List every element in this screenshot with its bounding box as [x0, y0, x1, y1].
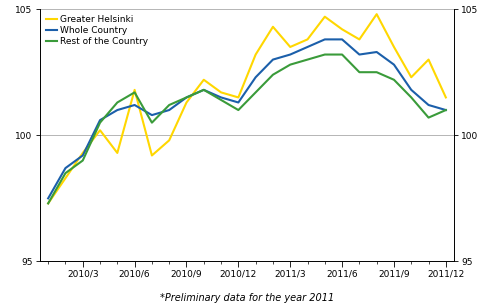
Whole Country	[425, 103, 432, 107]
Legend: Greater Helsinki, Whole Country, Rest of the Country: Greater Helsinki, Whole Country, Rest of…	[43, 13, 151, 49]
Greater Helsinki	[183, 101, 189, 104]
Greater Helsinki	[218, 91, 224, 94]
Whole Country	[45, 197, 51, 200]
Rest of the Country	[304, 58, 310, 61]
Line: Whole Country: Whole Country	[48, 40, 446, 199]
Whole Country	[235, 101, 241, 104]
Greater Helsinki	[166, 139, 172, 142]
Rest of the Country	[391, 78, 397, 81]
Whole Country	[304, 45, 310, 49]
Text: *Preliminary data for the year 2011: *Preliminary data for the year 2011	[160, 293, 334, 303]
Greater Helsinki	[339, 27, 345, 31]
Greater Helsinki	[356, 38, 362, 41]
Rest of the Country	[339, 53, 345, 56]
Greater Helsinki	[45, 202, 51, 205]
Rest of the Country	[235, 108, 241, 112]
Rest of the Country	[373, 71, 379, 74]
Greater Helsinki	[114, 151, 121, 155]
Whole Country	[166, 108, 172, 112]
Rest of the Country	[356, 71, 362, 74]
Whole Country	[356, 53, 362, 56]
Whole Country	[373, 50, 379, 54]
Rest of the Country	[62, 171, 68, 175]
Rest of the Country	[166, 103, 172, 107]
Rest of the Country	[322, 53, 328, 56]
Whole Country	[443, 108, 449, 112]
Rest of the Country	[149, 121, 155, 125]
Greater Helsinki	[62, 176, 68, 180]
Rest of the Country	[80, 159, 86, 162]
Whole Country	[339, 38, 345, 41]
Line: Greater Helsinki: Greater Helsinki	[48, 14, 446, 203]
Greater Helsinki	[97, 128, 103, 132]
Greater Helsinki	[287, 45, 293, 49]
Rest of the Country	[131, 91, 137, 94]
Greater Helsinki	[322, 15, 328, 19]
Whole Country	[62, 166, 68, 170]
Whole Country	[391, 63, 397, 67]
Greater Helsinki	[270, 25, 276, 29]
Whole Country	[218, 96, 224, 99]
Greater Helsinki	[235, 96, 241, 99]
Rest of the Country	[45, 202, 51, 205]
Greater Helsinki	[201, 78, 206, 81]
Whole Country	[114, 108, 121, 112]
Rest of the Country	[425, 116, 432, 119]
Greater Helsinki	[408, 75, 414, 79]
Rest of the Country	[183, 96, 189, 99]
Rest of the Country	[114, 101, 121, 104]
Greater Helsinki	[391, 45, 397, 49]
Rest of the Country	[218, 98, 224, 102]
Whole Country	[131, 103, 137, 107]
Rest of the Country	[97, 121, 103, 125]
Rest of the Country	[287, 63, 293, 67]
Greater Helsinki	[425, 58, 432, 61]
Rest of the Country	[252, 91, 259, 94]
Rest of the Country	[270, 73, 276, 77]
Greater Helsinki	[149, 154, 155, 157]
Whole Country	[97, 118, 103, 122]
Line: Rest of the Country: Rest of the Country	[48, 54, 446, 203]
Rest of the Country	[443, 108, 449, 112]
Whole Country	[80, 154, 86, 157]
Greater Helsinki	[373, 12, 379, 16]
Whole Country	[322, 38, 328, 41]
Rest of the Country	[201, 88, 206, 92]
Rest of the Country	[408, 96, 414, 99]
Greater Helsinki	[131, 88, 137, 92]
Greater Helsinki	[80, 151, 86, 155]
Whole Country	[252, 75, 259, 79]
Greater Helsinki	[252, 53, 259, 56]
Whole Country	[201, 88, 206, 92]
Whole Country	[183, 96, 189, 99]
Whole Country	[149, 113, 155, 117]
Whole Country	[270, 58, 276, 61]
Greater Helsinki	[443, 96, 449, 99]
Whole Country	[408, 88, 414, 92]
Whole Country	[287, 53, 293, 56]
Greater Helsinki	[304, 38, 310, 41]
